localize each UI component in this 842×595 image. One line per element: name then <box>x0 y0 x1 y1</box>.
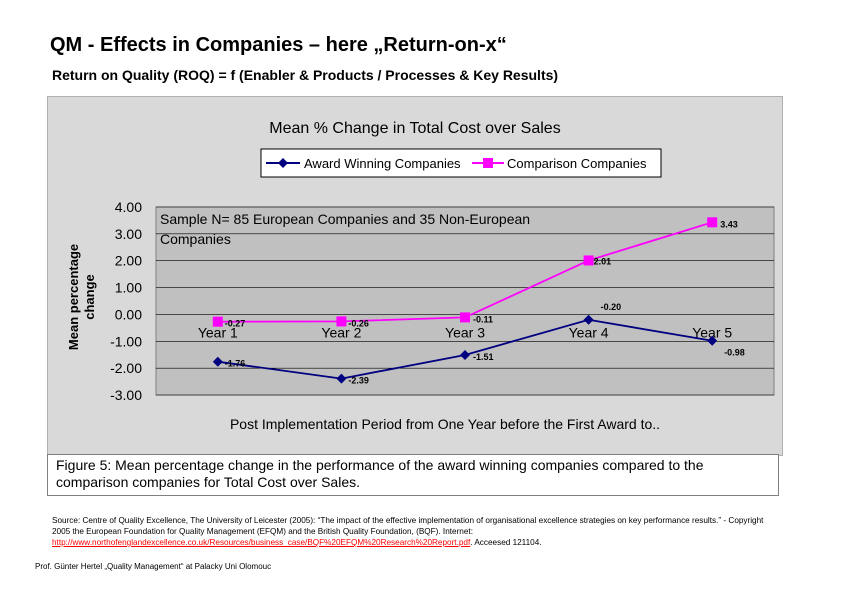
y-axis-title-line2: change <box>82 274 97 320</box>
line-chart: Mean % Change in Total Cost over Sales A… <box>66 120 775 432</box>
data-label: -1.51 <box>473 352 494 362</box>
x-tick-label: Year 5 <box>692 324 732 340</box>
y-tick-label: 4.00 <box>115 199 142 215</box>
data-label: -0.98 <box>724 348 745 358</box>
legend-comparison-label: Comparison Companies <box>507 156 647 171</box>
chart-legend: Award Winning Companies Comparison Compa… <box>260 148 662 178</box>
data-point-award <box>336 373 347 384</box>
sample-annotation-line2: Companies <box>160 231 231 247</box>
data-label: -0.20 <box>601 302 622 312</box>
data-point-award <box>212 356 223 367</box>
data-point-comparison <box>212 316 223 327</box>
data-point-comparison <box>583 255 594 266</box>
source-tail: . Acceesed 121104. <box>470 538 542 547</box>
source-text: Source: Centre of Quality Excellence, Th… <box>52 516 764 536</box>
x-tick-label: Year 3 <box>445 324 485 340</box>
legend-award-marker <box>278 158 288 168</box>
data-label: -0.26 <box>348 318 369 328</box>
chart-container: Mean % Change in Total Cost over Sales A… <box>47 96 783 456</box>
data-point-comparison <box>336 316 347 327</box>
source-citation: Source: Centre of Quality Excellence, Th… <box>52 515 772 548</box>
data-point-award <box>707 335 718 346</box>
y-tick-label: 2.00 <box>115 253 142 269</box>
source-link[interactable]: http://www.northofenglandexcellence.co.u… <box>52 538 471 547</box>
footer-credit: Prof. Günter Hertel „Quality Management“… <box>35 562 272 571</box>
legend-award-label: Award Winning Companies <box>304 156 461 171</box>
sample-annotation-line1: Sample N= 85 European Companies and 35 N… <box>160 211 530 227</box>
y-tick-label: 3.00 <box>115 226 142 242</box>
data-point-comparison <box>460 312 470 323</box>
data-point-award <box>583 314 594 325</box>
y-tick-label: -1.00 <box>110 333 142 349</box>
data-label: -0.27 <box>225 319 246 329</box>
data-label: -1.76 <box>225 359 246 369</box>
figure-caption: Figure 5: Mean percentage change in the … <box>47 454 779 496</box>
slide-title: QM - Effects in Companies – here „Return… <box>50 34 507 56</box>
chart-title: Mean % Change in Total Cost over Sales <box>269 120 560 137</box>
data-label: 2.01 <box>594 256 612 266</box>
data-label: -0.11 <box>473 314 493 324</box>
data-point-comparison <box>707 217 718 228</box>
x-tick-label: Year 2 <box>321 324 361 340</box>
y-tick-label: 0.00 <box>115 306 142 322</box>
y-tick-label: 1.00 <box>115 280 142 296</box>
legend-box <box>260 148 662 178</box>
x-tick-label: Year 1 <box>198 324 238 340</box>
data-label: 3.43 <box>720 219 738 229</box>
x-tick-label: Year 4 <box>569 324 609 340</box>
plot-area <box>155 206 775 396</box>
legend-comparison-marker <box>483 158 493 168</box>
data-point-award <box>460 349 470 360</box>
data-label: -2.39 <box>348 376 369 386</box>
y-tick-label: -3.00 <box>110 387 142 403</box>
x-axis-title: Post Implementation Period from One Year… <box>230 416 660 432</box>
slide-subtitle: Return on Quality (ROQ) = f (Enabler & P… <box>52 67 559 83</box>
y-tick-label: -2.00 <box>110 360 142 376</box>
y-axis-title-line1: Mean percentage <box>66 244 81 350</box>
